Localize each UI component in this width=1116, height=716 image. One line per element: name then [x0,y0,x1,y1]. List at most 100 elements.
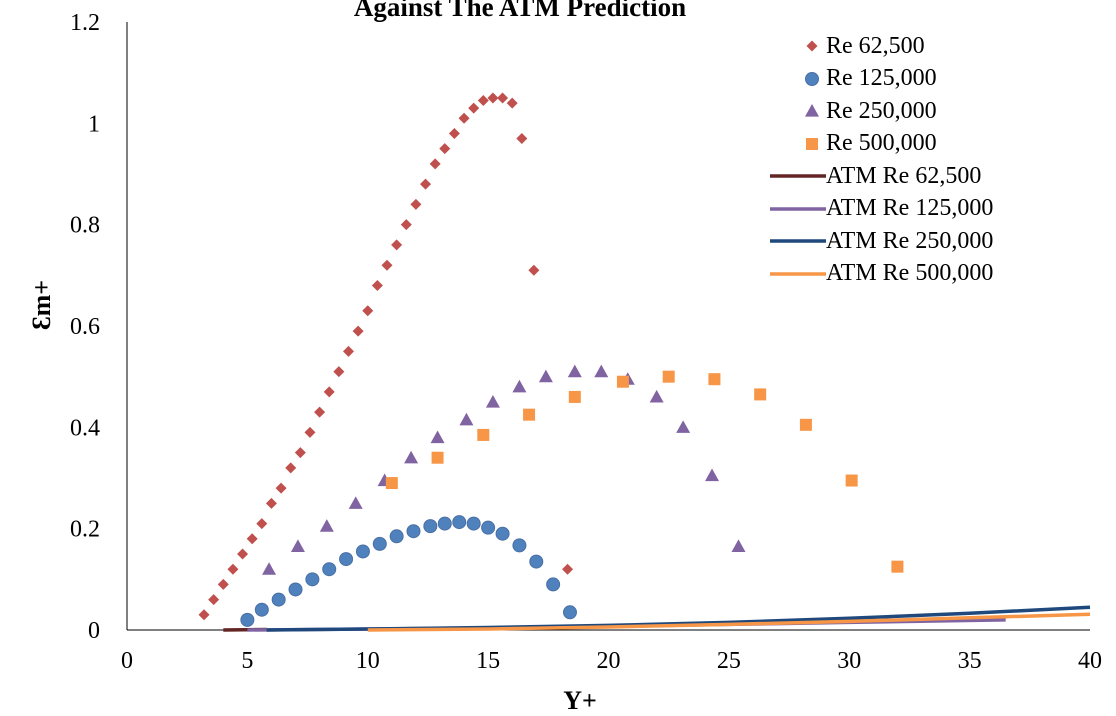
atm-lines [223,605,1091,632]
data-point [208,594,220,606]
data-point [198,609,210,621]
data-point [506,97,518,109]
marker-series-2 [240,515,577,627]
data-point [348,496,363,509]
legend-item: ATM Re 62,500 [770,160,1100,193]
data-point [355,544,370,559]
data-point [240,612,255,627]
data-point [512,379,527,393]
data-point [568,390,581,403]
data-point [799,418,812,431]
legend-label: Re 500,000 [826,130,937,157]
x-tick-label: 5 [241,648,253,674]
data-point [304,426,316,438]
data-point [342,345,354,357]
data-point [406,524,421,539]
axes: 0 5 10 15 20 25 30 35 40 0 0.2 0.4 0.6 0.8 1 1.2 [70,10,1102,674]
data-point [705,468,720,482]
data-point [538,369,553,383]
marker-series-3 [262,364,746,575]
legend-item: Re 250,000 [770,95,1100,128]
data-point [217,578,229,590]
data-point [562,605,577,620]
data-point [430,430,445,444]
data-point [546,577,561,592]
data-point [265,497,277,509]
data-point [256,518,268,530]
data-point [322,562,337,577]
marker-series-4 [385,370,904,573]
data-point [385,477,398,490]
data-point [381,259,393,271]
data-point [339,552,354,567]
legend-marker [806,137,818,150]
data-point [845,474,858,487]
data-point [288,582,303,597]
legend-symbol [806,40,818,52]
data-point [429,158,441,170]
data-point [290,539,305,552]
legend-item: ATM Re 125,000 [770,193,1100,226]
data-point [485,395,500,408]
data-markers [198,92,904,627]
x-tick-label: 15 [476,648,500,674]
chart-title: Against The ATM Prediction [353,0,687,22]
data-point [391,239,403,251]
data-point [523,408,536,421]
data-point [305,572,320,587]
marker-series-1 [198,92,574,621]
x-tick-label: 20 [597,648,621,674]
legend-label: Re 62,500 [826,32,925,59]
data-point [452,515,467,530]
data-point [389,529,404,544]
legend-item: Re 500,000 [770,128,1100,161]
x-tick-label: 35 [958,648,982,674]
data-point [437,516,452,531]
y-tick-label: 0 [88,618,100,644]
data-point [423,519,438,534]
legend: Re 62,500 Re 125,000 Re 250,000 Re 500,000 A… [770,30,1100,290]
legend-symbol [770,207,826,211]
x-tick-label: 30 [837,648,861,674]
x-tick-label: 10 [356,648,380,674]
data-point [481,520,496,535]
legend-item: ATM Re 500,000 [770,258,1100,291]
data-point [754,388,767,401]
data-point [323,386,335,398]
data-point [371,279,383,291]
data-point [275,482,287,494]
legend-label: ATM Re 125,000 [826,195,994,222]
legend-marker [806,40,818,52]
legend-symbol [805,104,819,117]
legend-item: Re 125,000 [770,63,1100,96]
data-point [512,538,527,553]
legend-symbol [770,239,826,243]
data-point [404,450,419,464]
data-point [497,92,509,104]
y-tick-label: 0.2 [70,517,100,543]
legend-symbol [770,272,826,276]
data-point [487,92,499,104]
data-point [477,95,489,107]
data-point [477,428,490,441]
legend-label: Re 250,000 [826,97,937,124]
data-point [333,366,345,378]
y-tick-label: 0.6 [70,314,100,340]
legend-marker [805,104,819,117]
data-point [649,389,664,403]
legend-symbol [805,71,819,86]
data-point [448,127,460,139]
legend-symbol [806,137,818,150]
data-point [708,373,721,386]
y-axis-label: Ɛm+ [27,279,56,331]
data-point [262,562,277,575]
data-point [431,451,444,464]
data-point [516,133,528,145]
x-axis-label: Y+ [563,686,597,715]
x-tick-label: 40 [1078,648,1102,674]
atm-line-series-8 [367,612,1091,632]
x-tick-label: 25 [717,648,741,674]
legend-label: Re 125,000 [826,65,937,92]
legend-label: ATM Re 500,000 [826,260,994,287]
